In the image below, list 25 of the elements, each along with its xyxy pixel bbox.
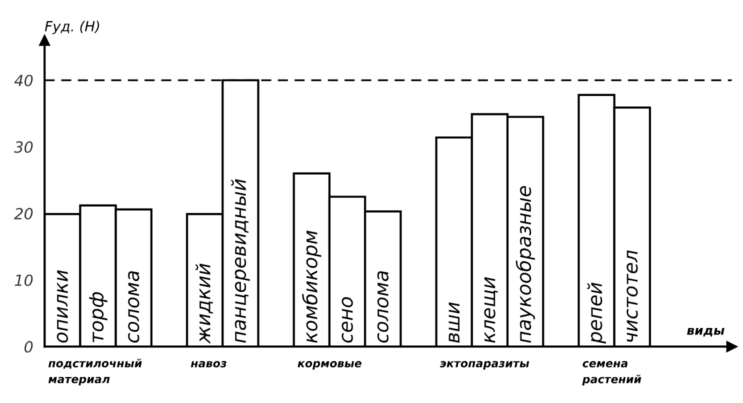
- x-tick-label: репей: [587, 282, 606, 344]
- x-tick-label: чистотел: [626, 250, 638, 342]
- x-tick-label: сено: [342, 297, 353, 343]
- x-tick-label: комбикорм: [302, 230, 322, 343]
- x-tick-label: солома: [377, 271, 389, 343]
- x-tick-label: панцеревидный: [231, 179, 250, 343]
- x-tick-label: солома: [128, 271, 140, 343]
- y-tick-label: 20: [14, 208, 33, 220]
- y-tick-label: 10: [14, 274, 33, 286]
- x-tick-label: торф: [89, 292, 108, 342]
- y-tick-label: 30: [14, 141, 33, 153]
- x-tick-label: вши: [448, 302, 460, 343]
- text: кормовые: [298, 361, 362, 370]
- y-tick-label: 0: [24, 341, 33, 353]
- x-tick-label: жидкий: [196, 264, 213, 344]
- x-axis-title: виды: [687, 328, 724, 337]
- text: семена растений: [582, 361, 642, 386]
- text: подстилочный материал: [48, 358, 142, 386]
- x-tick-label: клещи: [484, 277, 498, 343]
- x-tick-label: опилки: [56, 270, 68, 343]
- x-tick-label: паукообразные: [516, 186, 535, 343]
- y-tick-label: 40: [14, 74, 33, 86]
- y-axis-title: Fуд. (Н): [44, 20, 100, 34]
- text: эктопаразиты: [440, 361, 530, 370]
- text: навоз: [190, 361, 226, 368]
